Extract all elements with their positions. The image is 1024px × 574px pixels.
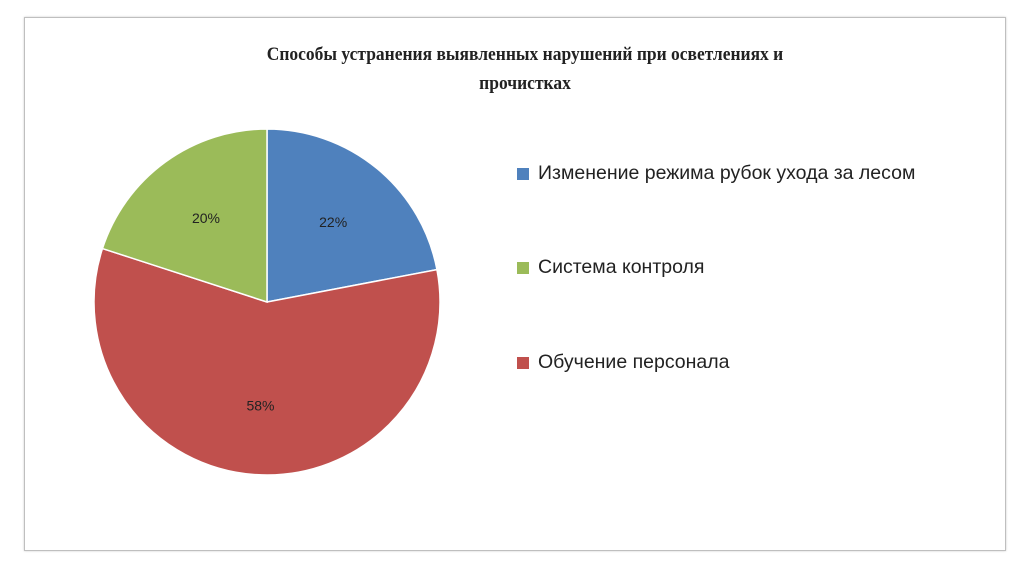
chart-title-line-2: прочистках [479,73,571,94]
legend-label: Обучение персонала [538,351,730,373]
data-label-2: 20% [192,210,220,226]
pie-slice-2 [101,128,268,304]
chart-title-line-1: Способы устранения выявленных нарушений … [266,44,784,65]
legend-label: Система контроля [538,256,705,278]
legend-item-1: Система контроля [517,256,704,279]
legend-swatch [517,167,529,180]
data-label-1: 58% [246,398,274,414]
legend-item-0: Изменение режима рубок ухода за лесом [517,162,915,185]
legend-item-2: Обучение персонала [517,351,730,374]
chart-title: Способы устранения выявленных нарушений … [134,40,916,98]
pie-slice-0 [266,128,438,303]
pie-slice-1 [93,247,441,476]
legend-label: Изменение режима рубок ухода за лесом [538,162,916,184]
legend-swatch [517,261,529,274]
data-label-0: 22% [319,214,347,230]
legend-swatch [517,356,529,369]
